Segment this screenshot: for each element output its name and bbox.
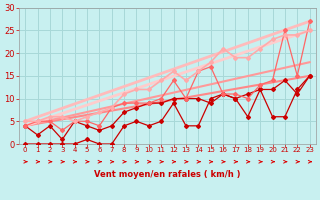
X-axis label: Vent moyen/en rafales ( km/h ): Vent moyen/en rafales ( km/h ) bbox=[94, 170, 241, 179]
